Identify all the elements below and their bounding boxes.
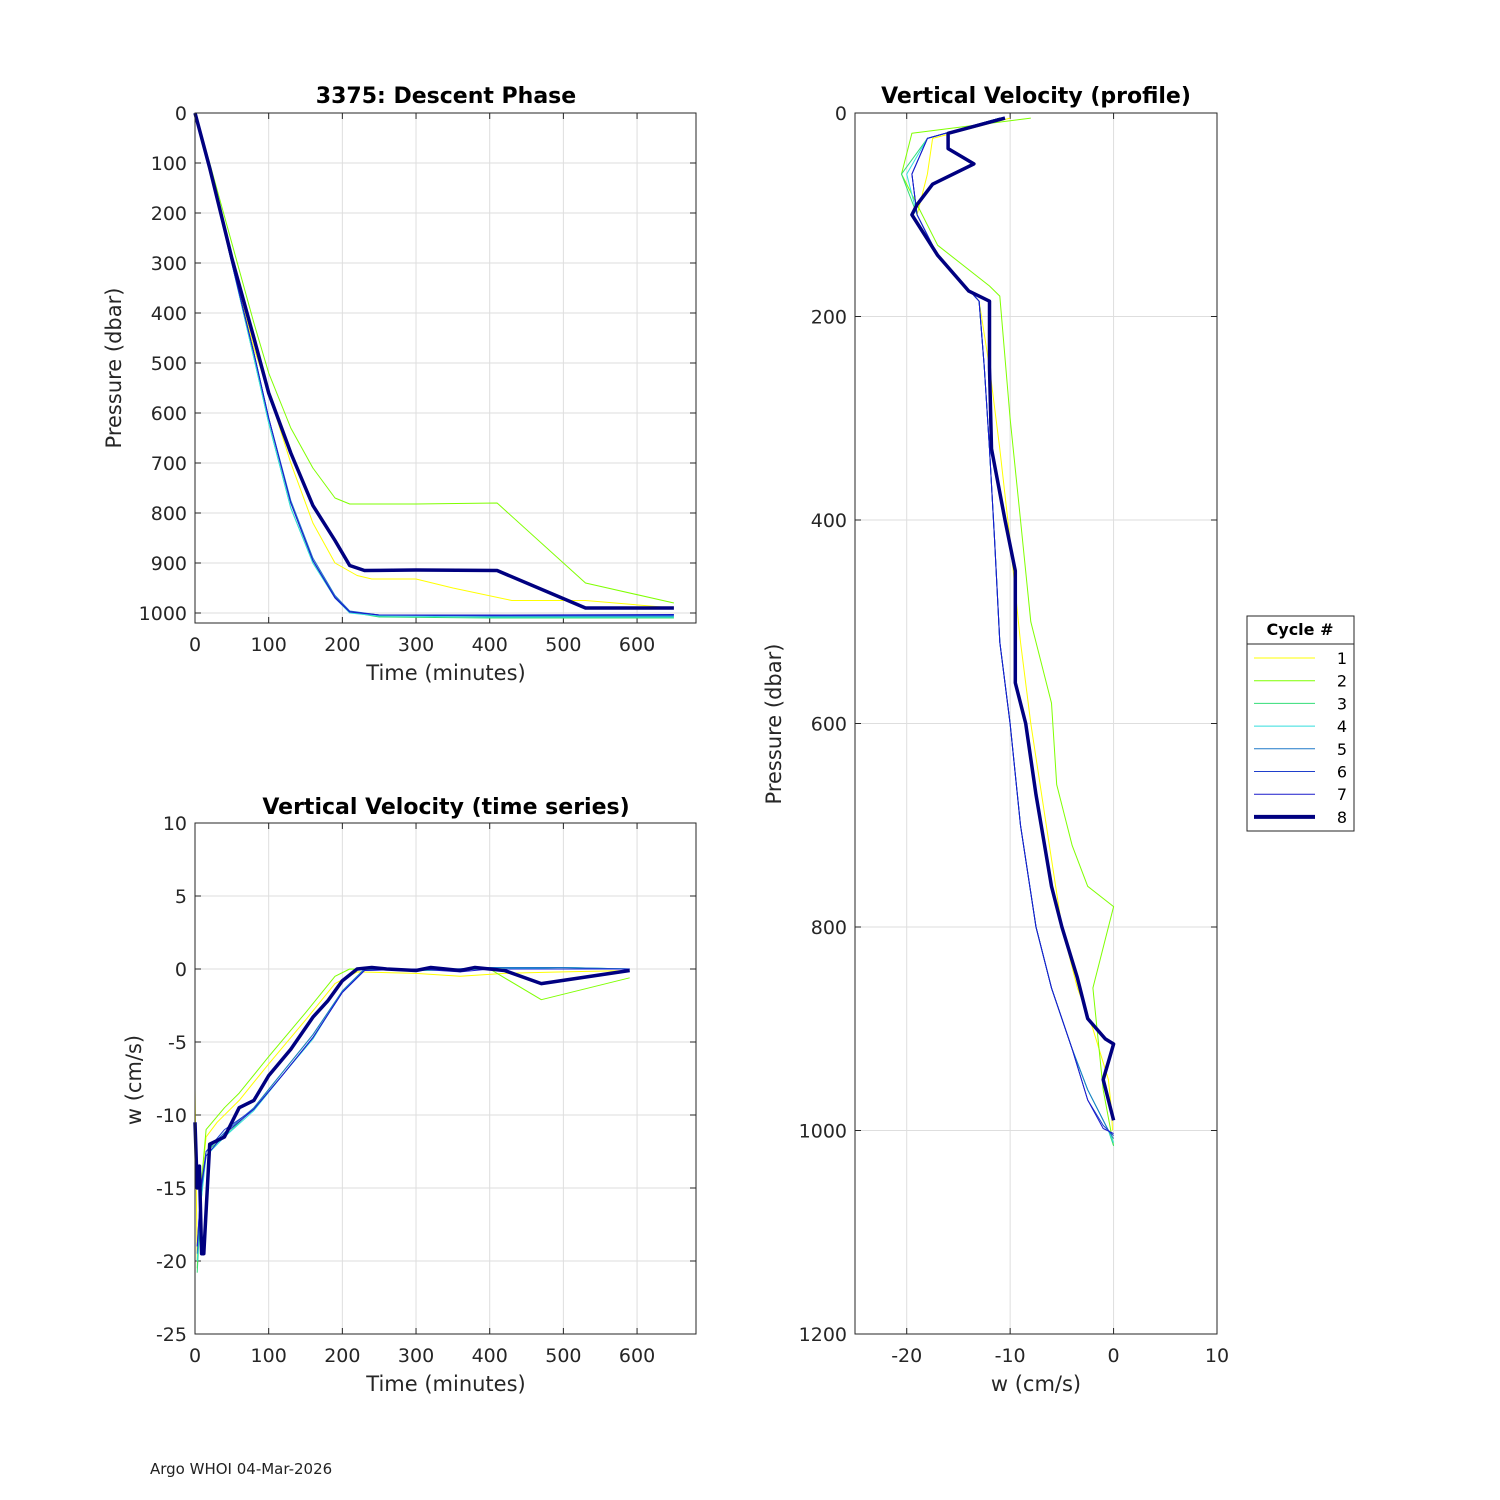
y-tick-label: 600 — [811, 714, 847, 736]
series-line-cycle-2 — [194, 112, 675, 604]
descent-y-axis-label: Pressure (dbar) — [102, 288, 126, 449]
series-line-cycle-8 — [910, 116, 1116, 1121]
velocity-time-x-axis-label: Time (minutes) — [365, 1372, 525, 1396]
y-tick-label: 400 — [151, 303, 187, 325]
y-tick-label: 200 — [811, 307, 847, 329]
y-tick-label: 300 — [151, 253, 187, 275]
legend-label-cycle-3: 3 — [1337, 694, 1347, 713]
x-tick-label: 400 — [472, 634, 508, 656]
velocity-profile-series — [901, 116, 1116, 1146]
legend-label-cycle-1: 1 — [1337, 649, 1347, 668]
x-tick-label: -10 — [995, 1345, 1026, 1367]
y-tick-label: -25 — [156, 1324, 187, 1346]
legend-label-cycle-6: 6 — [1337, 763, 1347, 782]
legend-title: Cycle # — [1267, 620, 1334, 639]
descent-chart-title: 3375: Descent Phase — [316, 84, 576, 109]
x-tick-label: 10 — [1205, 1345, 1229, 1367]
x-tick-label: 0 — [1108, 1345, 1120, 1367]
velocity-time-plot-area — [195, 823, 696, 1334]
legend-label-cycle-5: 5 — [1337, 740, 1347, 759]
velocity-time-series-chart: Vertical Velocity (time series) Time (mi… — [122, 795, 697, 1396]
velocity-profile-axes-frame — [854, 112, 1218, 1335]
y-tick-label: 10 — [163, 813, 187, 835]
legend-label-cycle-4: 4 — [1337, 717, 1347, 736]
velocity-profile-chart: Vertical Velocity (profile) w (cm/s) Pre… — [762, 84, 1229, 1396]
y-tick-label: 1200 — [799, 1324, 847, 1346]
x-tick-label: -20 — [891, 1345, 922, 1367]
x-tick-label: 300 — [398, 1345, 434, 1367]
velocity-profile-y-axis-label: Pressure (dbar) — [762, 644, 786, 805]
velocity-time-y-axis-label: w (cm/s) — [122, 1035, 146, 1125]
velocity-profile-chart-title: Vertical Velocity (profile) — [881, 84, 1191, 109]
y-tick-label: 0 — [175, 103, 187, 125]
cycle-legend: Cycle # 1 2 3 4 5 6 7 8 — [1246, 615, 1355, 832]
legend-label-cycle-8: 8 — [1337, 808, 1347, 827]
y-tick-label: 900 — [151, 553, 187, 575]
descent-phase-chart: 3375: Descent Phase Time (minutes) Press… — [102, 84, 697, 685]
series-line-cycle-8 — [193, 965, 630, 1256]
legend-box — [1246, 615, 1355, 832]
legend-label-cycle-7: 7 — [1337, 785, 1347, 804]
legend-label-cycle-2: 2 — [1337, 672, 1347, 691]
x-tick-label: 0 — [189, 634, 201, 656]
y-tick-label: -5 — [168, 1032, 187, 1054]
y-tick-label: 200 — [151, 203, 187, 225]
x-tick-label: 300 — [398, 634, 434, 656]
y-tick-label: 700 — [151, 453, 187, 475]
y-tick-label: 100 — [151, 153, 187, 175]
y-tick-label: 1000 — [139, 603, 187, 625]
y-tick-label: 5 — [175, 886, 187, 908]
descent-axes-frame — [194, 112, 697, 624]
series-line-cycle-2 — [901, 117, 1115, 1146]
y-tick-label: -15 — [156, 1178, 187, 1200]
y-tick-label: -20 — [156, 1251, 187, 1273]
x-tick-label: 600 — [619, 634, 655, 656]
y-tick-label: 1000 — [799, 1121, 847, 1143]
y-tick-label: 0 — [175, 959, 187, 981]
x-tick-label: 200 — [324, 634, 360, 656]
y-tick-label: 600 — [151, 403, 187, 425]
y-tick-label: 500 — [151, 353, 187, 375]
x-tick-label: 100 — [251, 634, 287, 656]
velocity-profile-x-axis-label: w (cm/s) — [991, 1372, 1081, 1396]
velocity-time-ticks: 0 100 200 300 400 500 600 -25 -20 -15 -10 -5 0 5 10 — [156, 813, 696, 1367]
x-tick-label: 200 — [324, 1345, 360, 1367]
velocity-time-chart-title: Vertical Velocity (time series) — [262, 795, 629, 820]
velocity-time-axes-frame — [194, 822, 697, 1335]
footer-credit: Argo WHOI 04-Mar-2026 — [150, 1460, 333, 1478]
y-tick-label: 800 — [811, 917, 847, 939]
y-tick-label: 800 — [151, 503, 187, 525]
velocity-time-series — [193, 965, 630, 1273]
x-tick-label: 0 — [189, 1345, 201, 1367]
descent-ticks: 0 100 200 300 400 500 600 0 100 200 300 400 500 600 70… — [139, 103, 696, 656]
x-tick-label: 500 — [545, 634, 581, 656]
descent-x-axis-label: Time (minutes) — [365, 661, 525, 685]
x-tick-label: 500 — [545, 1345, 581, 1367]
x-tick-label: 600 — [619, 1345, 655, 1367]
x-tick-label: 400 — [472, 1345, 508, 1367]
y-tick-label: 400 — [811, 510, 847, 532]
descent-series — [193, 112, 675, 619]
y-tick-label: 0 — [835, 103, 847, 125]
y-tick-label: -10 — [156, 1105, 187, 1127]
descent-plot-area — [195, 113, 696, 623]
series-line-cycle-8 — [193, 112, 674, 610]
x-tick-label: 100 — [251, 1345, 287, 1367]
